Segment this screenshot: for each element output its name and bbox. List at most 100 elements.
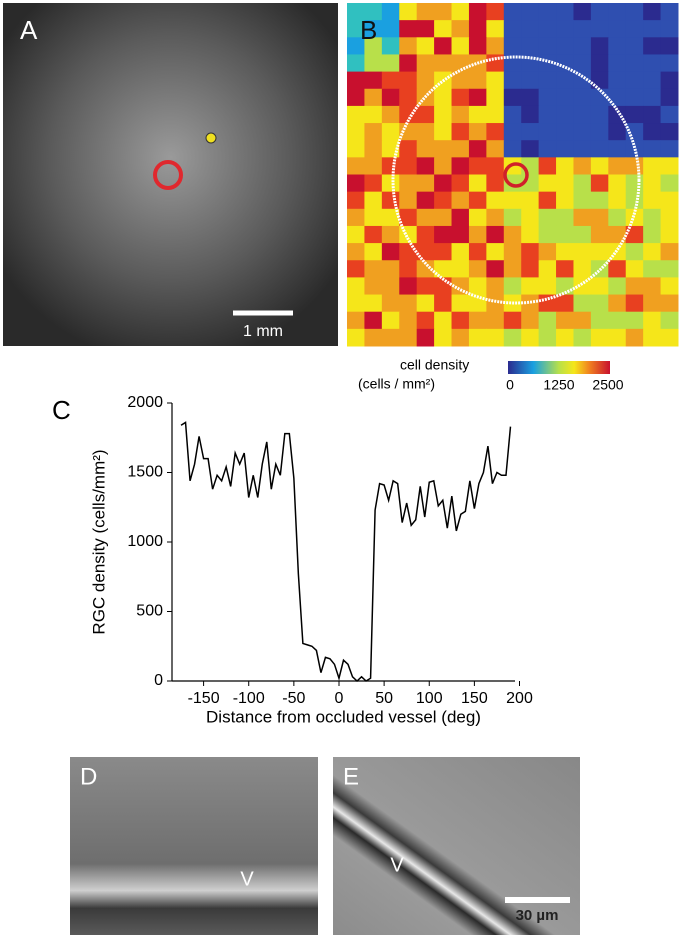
heatmap-cell <box>625 225 644 244</box>
heatmap-cell <box>486 174 505 193</box>
heatmap-cell <box>590 54 609 73</box>
heatmap-cell <box>556 208 574 227</box>
heatmap-cell <box>643 71 662 90</box>
heatmap-cell <box>538 20 557 38</box>
y-axis-label: RGC density (cells/mm²) <box>89 449 108 634</box>
heatmap-cell <box>556 294 574 313</box>
heatmap-cell <box>399 328 418 347</box>
heatmap-cell <box>503 191 522 210</box>
heatmap-cell <box>399 88 418 107</box>
heatmap-cell <box>399 20 418 38</box>
heatmap-cell <box>590 294 609 313</box>
panel-label: D <box>80 763 97 790</box>
heatmap-cell <box>347 328 365 347</box>
vessel-label: V <box>390 854 404 876</box>
heatmap-cell <box>416 140 435 158</box>
heatmap-cell <box>381 243 400 261</box>
heatmap-cell <box>608 20 627 38</box>
heatmap-cell <box>660 328 679 347</box>
heatmap-cell <box>486 157 505 175</box>
heatmap-cell <box>590 328 609 347</box>
heatmap-cell <box>608 157 627 175</box>
heatmap-cell <box>660 157 679 175</box>
heatmap-cell <box>590 3 609 21</box>
heatmap-cell <box>381 71 400 90</box>
heatmap-cell <box>538 88 557 107</box>
heatmap-cell <box>503 3 522 21</box>
heatmap-cell <box>625 54 644 73</box>
heatmap-cell <box>381 54 400 73</box>
heatmap-cell <box>486 20 505 38</box>
scale-label: 1 mm <box>243 323 283 340</box>
heatmap-cell <box>590 71 609 90</box>
heatmap-cell <box>434 243 453 261</box>
heatmap-cell <box>538 123 557 141</box>
heatmap-cell <box>416 277 435 296</box>
heatmap-cell <box>590 191 609 210</box>
micrograph <box>333 757 580 935</box>
colorbar-tick-label: 2500 <box>592 377 623 393</box>
heatmap-cell <box>399 208 418 227</box>
heatmap-cell <box>434 54 453 73</box>
heatmap-cell <box>521 88 540 107</box>
heatmap-cell <box>416 20 435 38</box>
heatmap-cell <box>468 123 487 141</box>
heatmap-cell <box>643 157 662 175</box>
heatmap-cell <box>590 20 609 38</box>
heatmap-cell <box>556 328 574 347</box>
heatmap-cell <box>381 20 400 38</box>
heatmap-cell <box>503 123 522 141</box>
heatmap-cell <box>538 277 557 296</box>
heatmap-cell <box>573 123 592 141</box>
heatmap-cell <box>486 54 505 73</box>
heatmap-cell <box>486 3 505 21</box>
colorbar-tick-label: 1250 <box>543 377 574 393</box>
heatmap-cell <box>468 208 487 227</box>
y-tick-label: 1500 <box>127 464 163 481</box>
heatmap-cell <box>590 140 609 158</box>
heatmap-cell <box>538 311 557 330</box>
heatmap-cell <box>608 260 627 278</box>
heatmap-cell <box>643 191 662 210</box>
heatmap-cell <box>590 225 609 244</box>
heatmap-cell <box>521 54 540 73</box>
heatmap-cell <box>434 328 453 347</box>
x-tick-label: -50 <box>282 690 305 707</box>
colorbar-title: cell density <box>400 357 469 373</box>
heatmap-cell <box>660 140 679 158</box>
heatmap-cell <box>625 328 644 347</box>
heatmap-cell <box>468 140 487 158</box>
heatmap-cell <box>556 3 574 21</box>
heatmap-cell <box>608 328 627 347</box>
heatmap-cell <box>468 3 487 21</box>
heatmap-cell <box>503 20 522 38</box>
heatmap-cell <box>416 225 435 244</box>
line-chart: 0 500 1000 1500 2000 -150 -100 -50 0 50 100 150 200 D… <box>89 394 532 726</box>
heatmap-cell <box>364 225 383 244</box>
heatmap-cell <box>468 37 487 55</box>
heatmap-cell <box>625 260 644 278</box>
heatmap-cell <box>590 88 609 107</box>
heatmap-cell <box>556 243 574 261</box>
site-marker <box>205 132 217 144</box>
heatmap-cell <box>538 174 557 193</box>
heatmap-cell <box>364 311 383 330</box>
heatmap-cell <box>643 243 662 261</box>
heatmap-cell <box>660 105 679 124</box>
heatmap-cell <box>434 157 453 175</box>
heatmap-cell <box>381 157 400 175</box>
colorbar-ticks: 0 1250 2500 <box>506 377 624 393</box>
heatmap-cell <box>416 311 435 330</box>
heatmap-cell <box>347 294 365 313</box>
heatmap-cell <box>660 20 679 38</box>
heatmap-cell <box>608 37 627 55</box>
heatmap-cell <box>573 294 592 313</box>
micrograph <box>70 757 318 935</box>
heatmap-cell <box>643 225 662 244</box>
heatmap-cell <box>625 243 644 261</box>
scale-bar <box>505 897 570 903</box>
heatmap-cell <box>381 123 400 141</box>
heatmap-cell <box>381 260 400 278</box>
heatmap-cell <box>486 123 505 141</box>
